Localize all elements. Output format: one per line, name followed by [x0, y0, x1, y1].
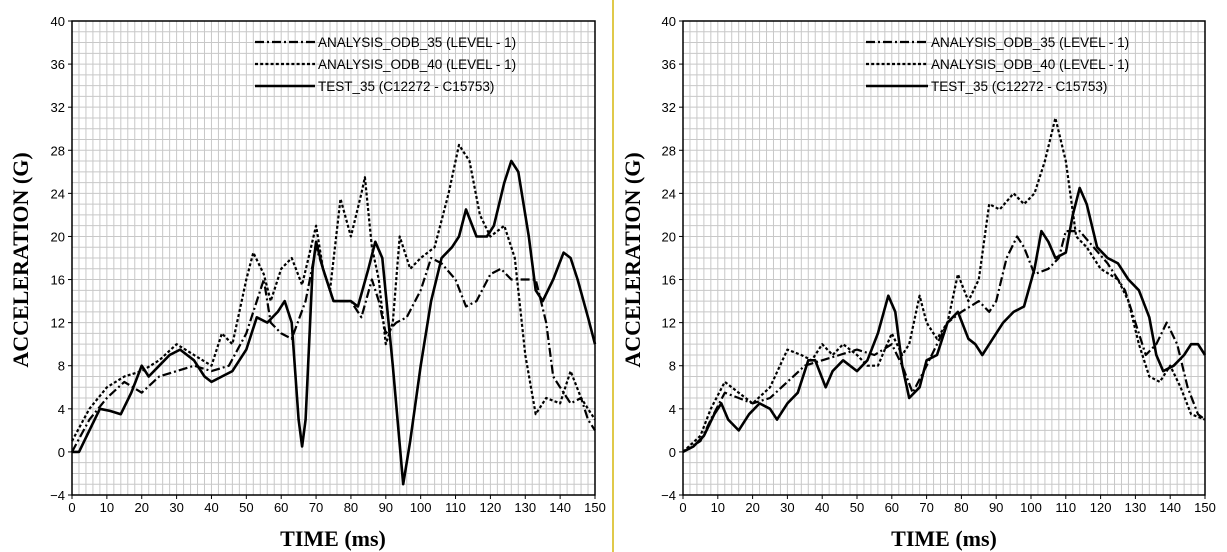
legend: ANALYSIS_ODB_35 (LEVEL - 1) ANALYSIS_ODB_… [866, 35, 1129, 94]
y-tick-label: 36 [51, 57, 65, 72]
x-tick-label: 150 [584, 500, 606, 515]
y-tick-label: 36 [662, 57, 676, 72]
x-tick-label: 140 [1159, 500, 1181, 515]
y-tick-label: 0 [669, 445, 676, 460]
y-axis-title: ACCELERATION (G) [8, 152, 33, 367]
x-tick-label: 60 [885, 500, 899, 515]
series-line-2 [71, 143, 596, 442]
grid [71, 20, 596, 496]
x-tick-label: 60 [274, 500, 288, 515]
series-line-3 [72, 159, 597, 486]
y-tick-label: −4 [50, 488, 65, 503]
x-tick-label: 50 [850, 500, 864, 515]
y-tick-label: 8 [669, 359, 676, 374]
y-tick-label: 8 [58, 359, 65, 374]
x-tick-label: 40 [204, 500, 218, 515]
legend: ANALYSIS_ODB_35 (LEVEL - 1) ANALYSIS_ODB_… [255, 35, 516, 94]
y-tick-label: 12 [51, 316, 65, 331]
legend-label-2: ANALYSIS_ODB_40 (LEVEL - 1) [931, 57, 1129, 72]
panel-divider [612, 0, 614, 552]
legend-label-1: ANALYSIS_ODB_35 (LEVEL - 1) [318, 35, 516, 50]
legend-label-2: ANALYSIS_ODB_40 (LEVEL - 1) [318, 57, 516, 72]
x-tick-label: 30 [780, 500, 794, 515]
y-tick-label: 28 [662, 143, 676, 158]
y-tick-label: 28 [51, 143, 65, 158]
y-tick-label: 16 [51, 273, 65, 288]
x-tick-label: 20 [745, 500, 759, 515]
series-line-1 [71, 246, 596, 453]
x-tick-label: 140 [549, 500, 571, 515]
x-tick-label: 70 [309, 500, 323, 515]
plot-frame [682, 20, 1206, 496]
x-tick-label: 110 [1055, 500, 1076, 515]
x-axis-title: TIME (ms) [280, 526, 386, 551]
y-tick-label: 40 [662, 14, 676, 29]
x-tick-label: 100 [410, 500, 432, 515]
x-tick-label: 130 [514, 500, 536, 515]
series-line-1 [682, 230, 1206, 453]
y-tick-label: 20 [662, 229, 676, 244]
y-tick-label: 4 [58, 402, 65, 417]
y-tick-label: 32 [51, 100, 65, 115]
y-axis-title: ACCELERATION (G) [620, 152, 645, 367]
y-tick-label: 4 [669, 402, 676, 417]
x-tick-label: 120 [1090, 500, 1112, 515]
y-tick-label: 40 [51, 14, 65, 29]
x-axis-title: TIME (ms) [891, 526, 997, 551]
y-tick-label: 16 [662, 273, 676, 288]
x-tick-label: 80 [344, 500, 358, 515]
series-line-3 [682, 186, 1207, 454]
y-tick-label: 32 [662, 100, 676, 115]
y-tick-label: 12 [662, 316, 676, 331]
x-tick-label: 70 [919, 500, 933, 515]
y-tick-label: 24 [51, 186, 65, 201]
x-tick-label: 110 [445, 500, 466, 515]
x-tick-label: 90 [379, 500, 393, 515]
x-tick-label: 40 [815, 500, 829, 515]
x-tick-label: 30 [169, 500, 183, 515]
x-tick-label: 0 [679, 500, 686, 515]
x-tick-label: 90 [989, 500, 1003, 515]
x-tick-label: 120 [480, 500, 502, 515]
x-tick-label: 150 [1194, 500, 1216, 515]
x-tick-label: 80 [954, 500, 968, 515]
chart-panel-1: 0 10 20 30 40 50 60 70 80 90 100 110 120 130 140 150−40… [8, 14, 606, 551]
legend-label-3: TEST_35 (C12272 - C15753) [931, 79, 1107, 94]
y-tick-label: 0 [58, 445, 65, 460]
x-tick-label: 10 [711, 500, 725, 515]
x-tick-label: 130 [1125, 500, 1147, 515]
y-tick-label: −4 [661, 488, 676, 503]
chart-panel-2: 0 10 20 30 40 50 60 70 80 90 100 110 120 130 140 150−40… [620, 14, 1216, 551]
x-tick-label: 50 [239, 500, 253, 515]
x-tick-label: 20 [134, 500, 148, 515]
series-line-2 [682, 116, 1206, 453]
x-tick-label: 100 [1020, 500, 1042, 515]
x-tick-label: 10 [100, 500, 114, 515]
legend-label-1: ANALYSIS_ODB_35 (LEVEL - 1) [931, 35, 1129, 50]
y-tick-label: 20 [51, 229, 65, 244]
y-tick-label: 24 [662, 186, 676, 201]
x-tick-label: 0 [68, 500, 75, 515]
plot-frame [71, 20, 596, 496]
legend-label-3: TEST_35 (C12272 - C15753) [318, 79, 494, 94]
